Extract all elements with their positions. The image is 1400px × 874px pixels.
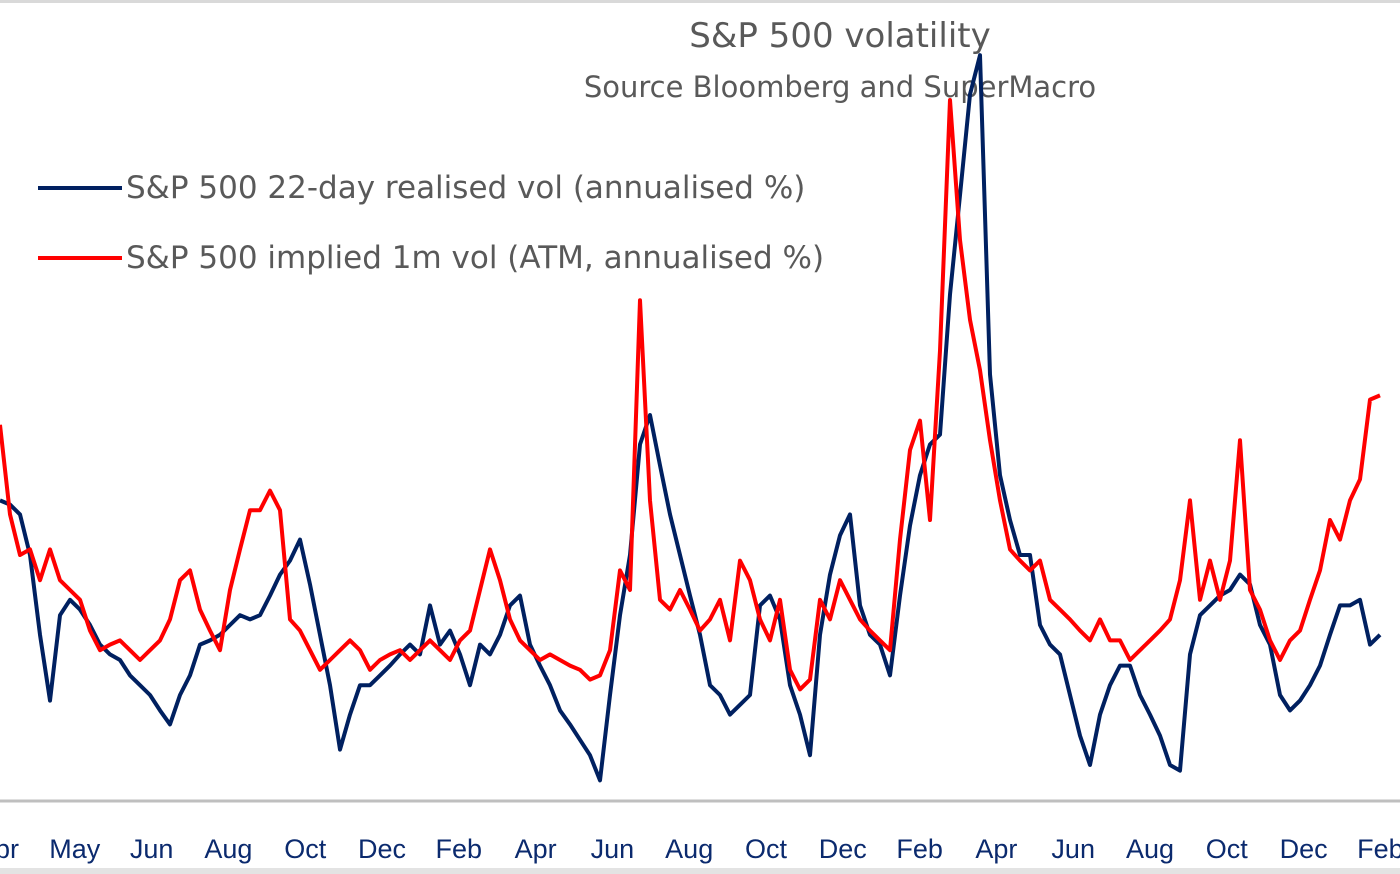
x-tick-label: Dec (358, 834, 406, 864)
chart-frame-bottom (0, 868, 1400, 874)
x-tick-label: Aug (665, 834, 713, 864)
x-tick-label: Apr (975, 834, 1017, 864)
legend-item-implied-vol: S&P 500 implied 1m vol (ATM, annualised … (38, 240, 824, 276)
x-tick-label: Dec (1280, 834, 1328, 864)
x-tick-label: Feb (436, 834, 483, 864)
chart-subtitle: Source Bloomberg and SuperMacro (583, 70, 1097, 104)
x-tick-label: Feb (1357, 834, 1400, 864)
x-tick-label: Feb (896, 834, 943, 864)
x-tick-label: Dec (819, 834, 867, 864)
x-tick-label: Jun (591, 834, 635, 864)
legend-swatch-red (38, 256, 122, 260)
x-tick-label: May (49, 834, 101, 864)
chart-title: S&P 500 volatility (689, 16, 991, 56)
legend-swatch-blue (38, 186, 122, 190)
x-tick-label: Aug (1126, 834, 1174, 864)
x-tick-label: Apr (0, 834, 19, 864)
x-tick-label: Aug (204, 834, 252, 864)
x-tick-label: Oct (1206, 834, 1249, 864)
x-tick-label: Apr (515, 834, 557, 864)
chart-frame-top (0, 0, 1400, 3)
legend-label: S&P 500 implied 1m vol (ATM, annualised … (126, 240, 825, 276)
x-tick-label: Jun (130, 834, 174, 864)
series-line-implied-vol (0, 98, 1381, 692)
legend-item-realised-vol: S&P 500 22-day realised vol (annualised … (38, 170, 805, 206)
x-tick-label: Oct (745, 834, 788, 864)
x-tick-label: Jun (1051, 834, 1095, 864)
x-tick-label: Oct (284, 834, 327, 864)
legend-label: S&P 500 22-day realised vol (annualised … (126, 170, 806, 206)
series-line-realised-vol (0, 53, 1382, 783)
